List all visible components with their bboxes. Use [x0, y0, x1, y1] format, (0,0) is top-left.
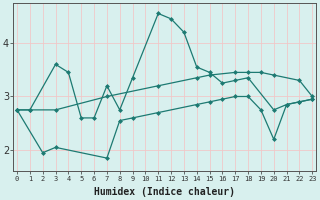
X-axis label: Humidex (Indice chaleur): Humidex (Indice chaleur)	[94, 187, 235, 197]
